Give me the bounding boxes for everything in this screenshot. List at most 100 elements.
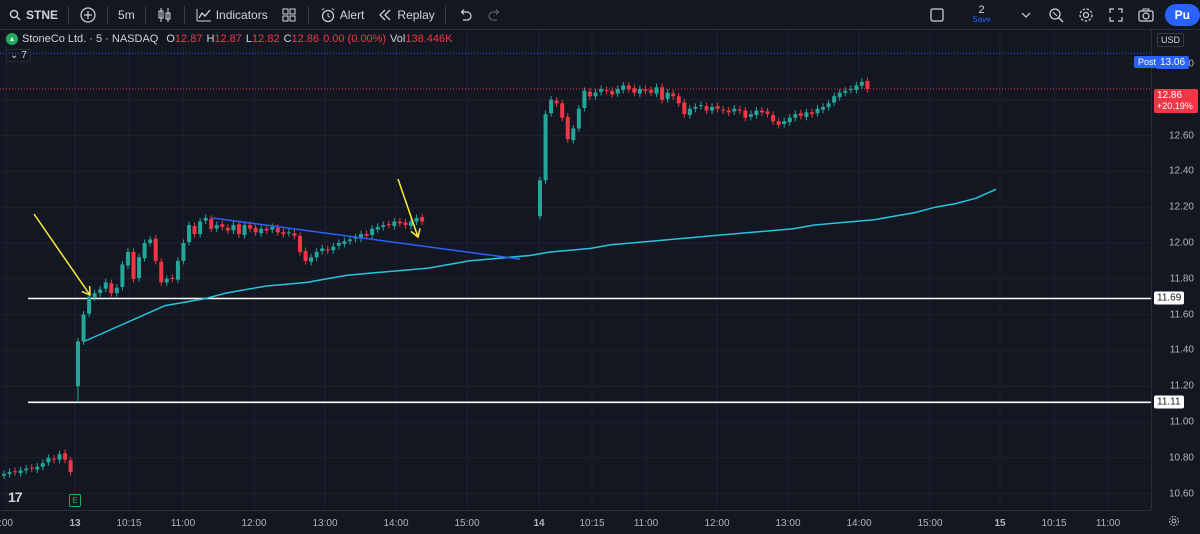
candle-body <box>637 89 642 94</box>
compare-button[interactable] <box>73 0 103 30</box>
time-tick-label: 15:00 <box>454 518 480 529</box>
candle-body <box>336 243 341 246</box>
layouts-button[interactable] <box>274 0 304 30</box>
candle-body <box>148 239 153 243</box>
time-axis[interactable]: :00 13 10:15 11:00 12:00 13:00 14:00 15:00 14 10:… <box>0 510 1151 534</box>
replay-icon <box>376 6 394 24</box>
chevron-down-icon <box>1017 6 1035 24</box>
candle-body <box>615 89 620 94</box>
symbol-search-button[interactable]: STNE <box>0 0 64 30</box>
price-tick-label: 10.60 <box>1168 488 1194 500</box>
candle-body <box>29 467 34 469</box>
redo-icon <box>486 6 504 24</box>
settings-icon[interactable] <box>1168 515 1180 530</box>
candle-body <box>543 114 548 181</box>
candle-body <box>843 90 848 93</box>
candle-body <box>92 293 97 298</box>
candle-body <box>24 468 29 471</box>
replay-button[interactable]: Replay <box>370 0 440 30</box>
candle-body <box>787 117 792 123</box>
price-tick-label: 12.40 <box>1168 165 1194 177</box>
candle-body <box>331 246 336 251</box>
chevron-down-icon: ⌄ <box>10 50 19 61</box>
earnings-badge[interactable]: E <box>69 494 81 507</box>
candles-icon <box>156 6 174 24</box>
interval-button[interactable]: 5m <box>112 0 141 30</box>
candle-body <box>409 221 413 226</box>
candle-body <box>621 85 626 90</box>
vwap-line <box>83 188 997 343</box>
divider <box>444 5 446 24</box>
undo-button[interactable] <box>450 0 480 30</box>
candle-body <box>68 460 73 473</box>
low-value: 12.82 <box>252 33 280 45</box>
save-menu-button[interactable] <box>1011 0 1041 30</box>
candle-body <box>610 90 615 95</box>
close-key: C <box>283 33 292 45</box>
candle-body <box>353 237 358 239</box>
snapshot-button[interactable] <box>1131 0 1161 30</box>
high-key: H <box>206 33 215 45</box>
candle-body <box>259 228 264 234</box>
layout-select-button[interactable] <box>922 0 952 30</box>
fullscreen-icon <box>1107 6 1125 24</box>
publish-button[interactable]: Pu <box>1164 4 1200 26</box>
volume-value: 138.446K <box>405 33 453 45</box>
last-price-tag: 12.86 +20.19% <box>1154 89 1198 113</box>
save-button[interactable]: 2 Save <box>966 5 996 25</box>
candle-body <box>403 222 408 226</box>
candle-body <box>576 108 581 129</box>
candle-body <box>120 264 125 287</box>
candle-body <box>170 277 175 279</box>
candle-body <box>565 116 570 140</box>
candle-body <box>253 227 258 233</box>
price-chart[interactable] <box>0 0 1151 510</box>
chart-type-button[interactable] <box>150 0 180 30</box>
symbol-title[interactable]: StoneCo Ltd. · 5 · NASDAQ <box>22 33 159 45</box>
indicators-button[interactable]: Indicators <box>189 0 274 30</box>
candle-body <box>281 232 286 235</box>
currency-selector[interactable]: USD <box>1157 33 1185 47</box>
alert-button[interactable]: Alert <box>313 0 371 30</box>
quick-search-icon <box>1047 6 1065 24</box>
candle-body <box>242 225 247 235</box>
fullscreen-button[interactable] <box>1101 0 1131 30</box>
symbol-logo-icon <box>6 33 18 45</box>
candle-body <box>375 226 380 230</box>
candle-body <box>854 85 859 90</box>
candle-body <box>771 115 776 122</box>
symbol-label: STNE <box>26 7 59 22</box>
candles-layer <box>2 77 870 480</box>
replay-label: Replay <box>397 7 435 22</box>
settings-icon <box>1077 6 1095 24</box>
post-market-price: 13.06 <box>1156 56 1190 69</box>
candle-body <box>347 239 352 242</box>
candle-body <box>765 111 770 115</box>
candle-body <box>57 454 62 460</box>
time-tick-label: 12:00 <box>704 518 730 529</box>
candle-body <box>114 287 119 294</box>
candle-body <box>209 218 214 229</box>
candle-body <box>175 260 180 280</box>
candle-body <box>815 108 820 114</box>
price-tick-label: 12.20 <box>1168 201 1194 213</box>
indicators-toggle[interactable]: ⌄ 7 <box>6 49 31 62</box>
candle-body <box>782 121 787 124</box>
tradingview-logo[interactable]: 17 <box>8 489 23 505</box>
price-tick-label: 12.60 <box>1168 130 1194 142</box>
redo-button[interactable] <box>480 0 510 30</box>
divider <box>107 5 109 24</box>
arrow-shaft <box>397 178 419 238</box>
quick-search-button[interactable] <box>1041 0 1071 30</box>
candle-body <box>804 112 809 117</box>
horizontal-lines <box>0 52 1151 404</box>
volume-key: Vol <box>390 33 406 45</box>
price-tick-label: 11.60 <box>1169 309 1194 321</box>
candle-body <box>264 228 269 231</box>
search-icon <box>6 6 24 24</box>
candle-body <box>643 89 648 91</box>
open-key: O <box>166 33 175 45</box>
settings-button[interactable] <box>1071 0 1101 30</box>
trend-line <box>211 217 521 260</box>
candle-body <box>103 282 108 289</box>
